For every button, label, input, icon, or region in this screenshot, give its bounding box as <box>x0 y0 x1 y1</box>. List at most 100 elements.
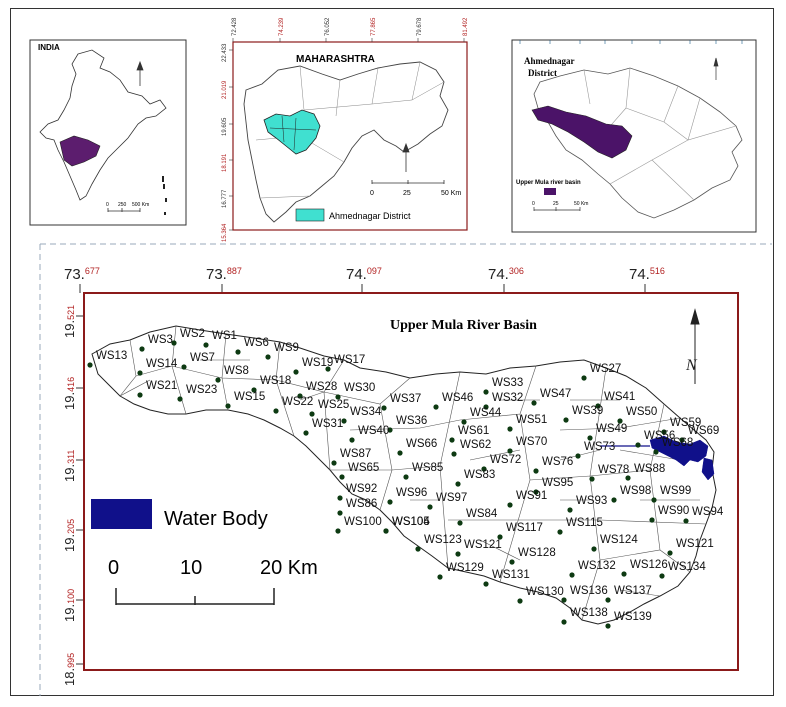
ahmednagar-title-line1: Ahmednagar <box>524 56 575 66</box>
watershed-label: WS34 <box>350 406 382 418</box>
watershed-labels: WS3 WS2 WS1 WS6 WS9 WS13 WS14 WS7 WS19 WS17 WS8 WS2… <box>96 328 724 623</box>
watershed-label: WS86 <box>346 498 377 510</box>
watershed-point <box>303 430 309 436</box>
watershed-point <box>635 442 641 448</box>
watershed-point <box>651 497 657 503</box>
watershed-label: WS105 <box>392 516 430 528</box>
watershed-point <box>483 404 489 410</box>
watershed-point <box>587 435 593 441</box>
watershed-point <box>605 623 611 629</box>
india-highlight-region <box>59 135 101 167</box>
watershed-label: WS126 <box>630 559 668 571</box>
watershed-label: WS39 <box>572 405 603 417</box>
watershed-label: WS139 <box>614 611 652 623</box>
watershed-point <box>667 550 673 556</box>
watershed-label: WS17 <box>334 354 365 366</box>
main-left-tick-label: 19.205 <box>62 519 77 552</box>
watershed-label: WS104 <box>392 516 430 528</box>
watershed-point <box>507 448 513 454</box>
watershed-label: WS31 <box>312 418 343 430</box>
main-top-tick-label: 74.097 <box>346 266 382 283</box>
maharashtra-left-tick-label: 18.191 <box>222 153 228 172</box>
watershed-point <box>451 451 457 457</box>
ahmednagar-title-line2: District <box>528 68 557 78</box>
india-scale-bar: 0 250 500 Km <box>106 202 149 212</box>
watershed-label: WS69 <box>688 425 719 437</box>
watershed-label: WS70 <box>516 436 547 448</box>
maharashtra-scale-0: 0 <box>370 190 374 197</box>
watershed-label: WS124 <box>600 534 638 546</box>
watershed-point <box>337 510 343 516</box>
watershed-point <box>449 437 455 443</box>
maharashtra-left-tick-label: 19.605 <box>222 117 228 136</box>
ahmednagar-taluka-lines <box>583 67 737 201</box>
watershed-point <box>531 400 537 406</box>
watershed-point <box>561 619 567 625</box>
maharashtra-top-tick-label: 74.239 <box>279 17 285 36</box>
main-top-tick-label: 73.677 <box>64 266 100 283</box>
ahmednagar-outline <box>533 67 743 219</box>
maharashtra-scale-50: 50 Km <box>441 190 461 197</box>
watershed-label: WS97 <box>436 492 467 504</box>
watershed-label: WS85 <box>412 462 443 474</box>
watershed-point <box>625 475 631 481</box>
watershed-point <box>507 426 513 432</box>
ahmednagar-district-shape <box>263 109 321 155</box>
watershed-point <box>335 528 341 534</box>
watershed-point <box>611 497 617 503</box>
upper-mula-basin-shape <box>531 105 633 159</box>
watershed-label: WS37 <box>390 393 421 405</box>
watershed-point <box>215 377 221 383</box>
watershed-point <box>481 466 487 472</box>
water-body <box>649 435 715 481</box>
watershed-point <box>387 499 393 505</box>
ahmednagar-legend-label: Upper Mula river basin <box>516 180 581 186</box>
watershed-point <box>457 520 463 526</box>
watershed-point <box>679 437 685 443</box>
watershed-point <box>533 489 539 495</box>
watershed-point <box>325 366 331 372</box>
watershed-label: WS3 <box>148 334 173 346</box>
watershed-point <box>455 551 461 557</box>
watershed-point <box>177 396 183 402</box>
watershed-label: WS72 <box>490 454 521 466</box>
watershed-label: WS18 <box>260 375 291 387</box>
watershed-point <box>349 437 355 443</box>
watershed-point <box>437 574 443 580</box>
watershed-label: WS33 <box>492 377 523 389</box>
maharashtra-top-tick-label: 77.865 <box>371 17 377 36</box>
watershed-point <box>563 417 569 423</box>
maharashtra-top-tick-label: 72.428 <box>232 17 238 36</box>
watershed-point <box>509 559 515 565</box>
watershed-label: WS49 <box>596 423 627 435</box>
maharashtra-legend-swatch <box>295 208 325 222</box>
connector-dashed-lines <box>39 243 772 696</box>
watershed-label: WS44 <box>470 407 502 419</box>
main-legend-swatch <box>91 499 152 529</box>
watershed-label: WS51 <box>516 414 547 426</box>
watershed-point <box>335 394 341 400</box>
watershed-point <box>557 529 563 535</box>
watershed-label: WS131 <box>492 569 530 581</box>
watershed-label: WS41 <box>604 391 635 403</box>
watershed-point <box>251 387 257 393</box>
india-scale-0: 0 <box>106 202 109 208</box>
watershed-label: WS76 <box>542 456 573 468</box>
watershed-label: WS22 <box>282 396 313 408</box>
watershed-point <box>265 354 271 360</box>
watershed-point <box>569 572 575 578</box>
india-islands <box>162 176 167 215</box>
watershed-label: WS98 <box>620 485 651 497</box>
watershed-point <box>455 481 461 487</box>
india-north-arrow <box>136 60 144 86</box>
main-north-label: N <box>685 357 698 374</box>
main-map-title: Upper Mula River Basin <box>390 318 537 333</box>
watershed-label: WS91 <box>516 490 547 502</box>
watershed-label: WS65 <box>348 462 379 474</box>
watershed-point <box>415 546 421 552</box>
watershed-point <box>683 518 689 524</box>
main-scale-bar: 0 10 20 Km <box>108 557 318 605</box>
watershed-point <box>561 597 567 603</box>
watershed-label: WS99 <box>660 485 691 497</box>
watershed-point <box>581 375 587 381</box>
